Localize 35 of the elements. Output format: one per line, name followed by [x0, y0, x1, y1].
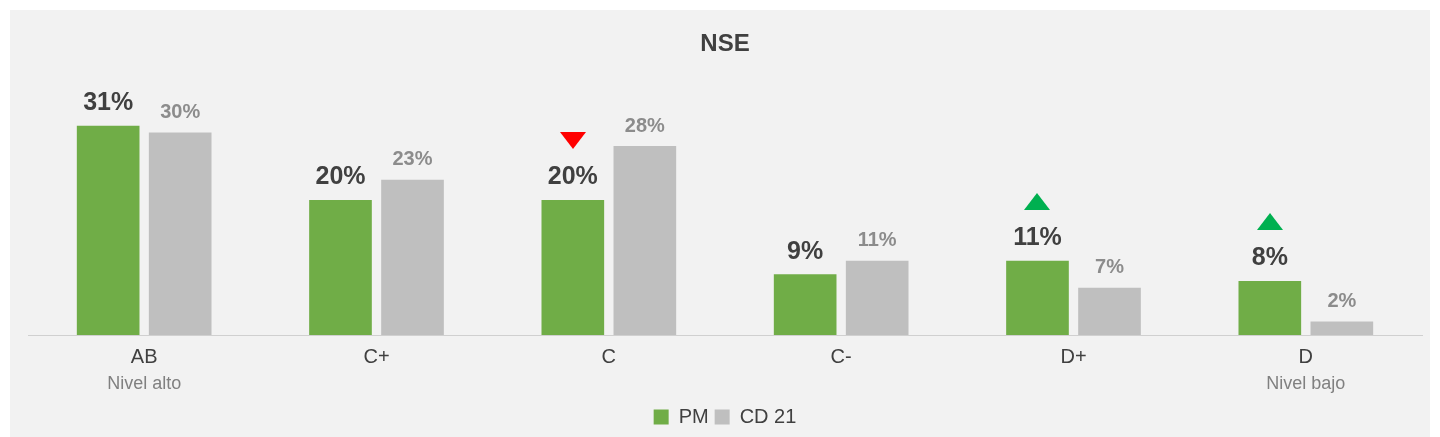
x-tick-label: AB	[130, 344, 158, 367]
data-label: 20%	[315, 161, 366, 190]
data-label: 8%	[1251, 242, 1288, 271]
bar	[541, 200, 605, 335]
data-label: 7%	[1095, 255, 1125, 278]
chart-title: NSE	[700, 29, 750, 57]
bar	[1310, 321, 1374, 335]
x-tick-label: C+	[363, 344, 390, 367]
data-label: 30%	[160, 100, 201, 123]
bar	[773, 274, 837, 335]
bar	[381, 179, 444, 335]
data-label: 2%	[1327, 289, 1357, 312]
x-tick-label: D+	[1060, 344, 1087, 367]
x-tick-label: C-	[830, 344, 852, 367]
legend-label: CD 21	[739, 404, 797, 427]
bar	[148, 132, 212, 335]
bar	[1006, 260, 1069, 335]
bar	[1238, 281, 1302, 335]
data-label: 31%	[83, 87, 134, 116]
data-label: 11%	[857, 228, 897, 251]
bar	[1078, 287, 1141, 335]
data-label: 20%	[547, 161, 598, 190]
bar	[613, 146, 677, 335]
legend-label: PM	[678, 404, 709, 427]
bar	[309, 200, 372, 335]
data-label: 28%	[624, 113, 666, 136]
bar	[845, 260, 909, 335]
bar	[76, 125, 140, 335]
text: Nivel alto	[107, 372, 182, 393]
text: Nivel bajo	[1266, 372, 1346, 393]
data-label: 9%	[787, 235, 824, 264]
data-label: 23%	[392, 147, 433, 170]
x-tick-label: C	[601, 344, 617, 367]
data-label: 11%	[1013, 222, 1062, 251]
x-tick-label: D	[1298, 344, 1314, 367]
